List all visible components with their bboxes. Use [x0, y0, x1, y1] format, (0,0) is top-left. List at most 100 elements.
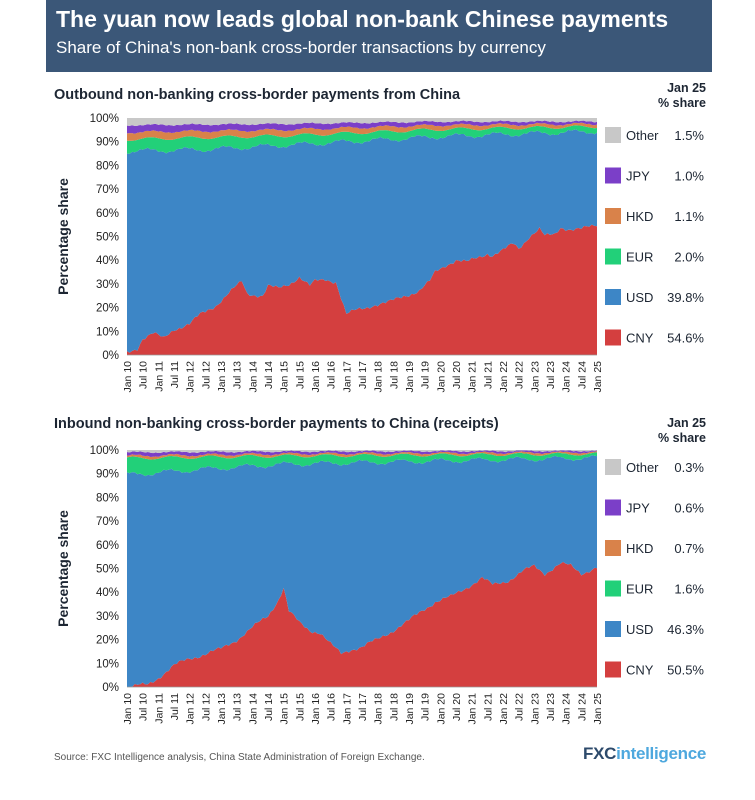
legend-value-cny: 50.5%	[667, 663, 704, 678]
x-tick-label: Jul 22	[514, 693, 526, 721]
legend-value-hkd: 1.1%	[674, 209, 704, 224]
y-tick-label: 70%	[96, 516, 119, 528]
legend-value-jpy: 1.0%	[674, 169, 704, 184]
legend-swatch-usd	[605, 289, 621, 305]
x-tick-label: Jul 12	[200, 693, 212, 721]
x-tick-label: Jul 23	[545, 693, 557, 721]
x-tick-label: Jul 24	[576, 361, 588, 389]
legend-value-usd: 39.8%	[667, 290, 704, 305]
legend-value-other: 1.5%	[674, 128, 704, 143]
legend-swatch-eur	[605, 580, 621, 597]
legend-label-jpy: JPY	[626, 169, 650, 184]
fxc-logo: FXCintelligence	[583, 744, 707, 763]
x-tick-label: Jul 18	[388, 361, 400, 389]
y-tick-label: 20%	[96, 635, 119, 647]
series-area-usd	[127, 129, 597, 353]
y-tick-label: 30%	[96, 611, 119, 623]
y-tick-label: 90%	[96, 137, 119, 149]
y-tick-label: 20%	[96, 303, 119, 315]
x-tick-label: Jan 13	[216, 693, 228, 725]
main-subtitle: Share of China's non-bank cross-border t…	[56, 38, 546, 57]
legend-value-hkd: 0.7%	[674, 541, 704, 556]
y-tick-label: 40%	[96, 255, 119, 267]
x-tick-label: Jul 23	[545, 361, 557, 389]
x-tick-label: Jan 15	[279, 693, 291, 725]
y-tick-label: 60%	[96, 208, 119, 220]
series-area-cny	[127, 561, 597, 687]
series-area-eur	[127, 452, 597, 477]
legend-label-hkd: HKD	[626, 541, 653, 556]
source-note: Source: FXC Intelligence analysis, China…	[54, 752, 425, 763]
legend-swatch-hkd	[605, 208, 621, 224]
x-tick-label: Jul 12	[200, 361, 212, 389]
legend-label-cny: CNY	[626, 663, 654, 678]
y-axis-title: Percentage share	[55, 510, 71, 627]
x-tick-label: Jul 20	[451, 693, 463, 721]
legend-swatch-other	[605, 459, 621, 475]
legend-swatch-jpy	[605, 499, 621, 516]
x-tick-label: Jul 21	[482, 693, 494, 721]
y-tick-label: 80%	[96, 492, 119, 504]
x-tick-label: Jan 17	[341, 693, 353, 725]
series-area-usd	[127, 455, 597, 687]
series-area-hkd	[127, 450, 597, 460]
x-tick-label: Jan 18	[373, 361, 385, 393]
x-tick-label: Jul 10	[138, 361, 150, 389]
x-tick-label: Jan 24	[561, 361, 573, 393]
legend-swatch-other	[605, 127, 621, 143]
series-area-other	[127, 118, 597, 127]
x-tick-label: Jan 25	[592, 361, 604, 393]
x-tick-label: Jul 18	[388, 693, 400, 721]
x-tick-label: Jul 14	[263, 693, 275, 721]
chart-2-title: Inbound non-banking cross-border payment…	[54, 416, 499, 432]
x-tick-label: Jan 11	[153, 361, 165, 392]
x-tick-label: Jan 16	[310, 361, 322, 393]
x-tick-label: Jan 23	[529, 361, 541, 393]
legend-value-jpy: 0.6%	[674, 501, 704, 516]
legend-swatch-cny	[605, 661, 621, 678]
legend-swatch-eur	[605, 248, 621, 265]
chart-1-share-header: Jan 25 % share	[658, 81, 706, 110]
x-tick-label: Jan 14	[247, 361, 259, 393]
x-tick-label: Jul 21	[482, 361, 494, 389]
series-area-jpy	[127, 120, 597, 134]
x-tick-label: Jan 18	[373, 693, 385, 725]
x-tick-label: Jul 16	[326, 693, 338, 721]
x-tick-label: Jan 15	[279, 361, 291, 393]
legend-label-cny: CNY	[626, 331, 654, 346]
x-tick-label: Jul 22	[514, 361, 526, 389]
x-tick-label: Jan 22	[498, 361, 510, 393]
chart-1-outbound: 0% 10% 20% 30% 40% 50% 60% 70% 80% 90% 100% Jan 10 J…	[55, 113, 704, 393]
x-tick-label: Jan 21	[467, 361, 479, 393]
x-tick-label: Jan 25	[592, 693, 604, 725]
chart-1-title: Outbound non-banking cross-border paymen…	[54, 87, 461, 103]
x-tick-label: Jan 17	[341, 361, 353, 393]
x-tick-label: Jul 16	[326, 361, 338, 389]
y-tick-label: 100%	[90, 445, 119, 457]
x-tick-label: Jul 14	[263, 361, 275, 389]
legend-label-other: Other	[626, 460, 659, 475]
main-title: The yuan now leads global non-bank Chine…	[56, 6, 669, 32]
series-area-cny	[127, 224, 597, 355]
y-tick-label: 80%	[96, 160, 119, 172]
x-tick-label: Jan 10	[122, 693, 134, 725]
y-tick-label: 60%	[96, 540, 119, 552]
x-tick-label: Jan 16	[310, 693, 322, 725]
legend-value-cny: 54.6%	[667, 331, 704, 346]
legend-swatch-jpy	[605, 167, 621, 184]
y-tick-label: 30%	[96, 279, 119, 291]
y-tick-label: 10%	[96, 326, 119, 338]
x-tick-label: Jan 12	[185, 693, 197, 725]
x-tick-label: Jan 19	[404, 693, 416, 725]
series-area-jpy	[127, 450, 597, 458]
legend-label-usd: USD	[626, 290, 653, 305]
y-tick-label: 0%	[102, 350, 119, 362]
x-tick-label: Jan 20	[435, 361, 447, 393]
x-tick-label: Jan 24	[561, 693, 573, 725]
series-area-hkd	[127, 122, 597, 141]
legend-label-usd: USD	[626, 622, 653, 637]
x-tick-label: Jul 17	[357, 693, 369, 721]
x-tick-label: Jan 13	[216, 361, 228, 393]
legend-value-usd: 46.3%	[667, 622, 704, 637]
x-tick-label: Jan 20	[435, 693, 447, 725]
